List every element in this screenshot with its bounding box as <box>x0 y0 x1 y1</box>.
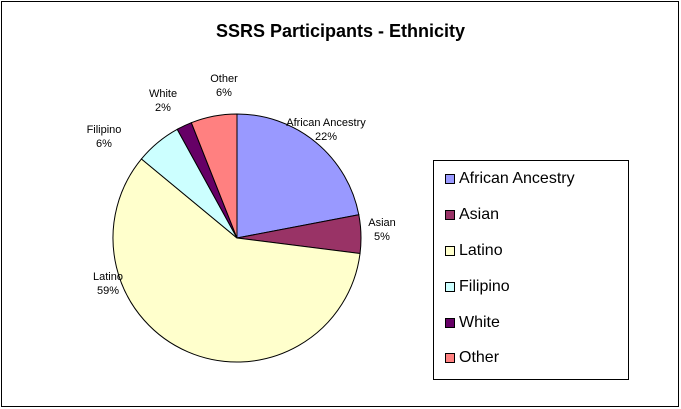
slice-label-white: White 2% <box>149 88 177 114</box>
legend-item-african-ancestry: African Ancestry <box>445 169 575 189</box>
pie-slice-african-ancestry <box>236 113 360 239</box>
legend-swatch <box>445 210 455 220</box>
legend-swatch <box>445 246 455 256</box>
legend-label: Latino <box>459 242 503 259</box>
legend-swatch <box>445 174 455 184</box>
legend: African Ancestry Asian Latino Filipino White… <box>433 160 629 380</box>
legend-item-latino: Latino <box>445 241 503 261</box>
legend-item-asian: Asian <box>445 205 499 225</box>
pie-slice-latino <box>112 158 361 363</box>
slice-label-filipino: Filipino 6% <box>87 124 122 150</box>
slice-label-other: Other 6% <box>210 73 238 99</box>
slice-label-asian: Asian 5% <box>368 217 396 243</box>
slice-label-african-ancestry: African Ancestry 22% <box>286 117 366 143</box>
legend-item-white: White <box>445 313 500 333</box>
chart-title: SSRS Participants - Ethnicity <box>215 21 466 41</box>
legend-item-filipino: Filipino <box>445 277 510 297</box>
legend-swatch <box>445 282 455 292</box>
slice-label-latino: Latino 59% <box>93 271 123 297</box>
legend-item-other: Other <box>445 348 499 368</box>
legend-swatch <box>445 353 455 363</box>
legend-label: African Ancestry <box>459 170 575 187</box>
pie-slice-other <box>190 113 238 239</box>
legend-label: Other <box>459 349 500 366</box>
legend-label: Asian <box>459 206 500 223</box>
legend-swatch <box>445 318 455 328</box>
legend-label: White <box>459 314 500 331</box>
legend-label: Filipino <box>459 278 510 295</box>
